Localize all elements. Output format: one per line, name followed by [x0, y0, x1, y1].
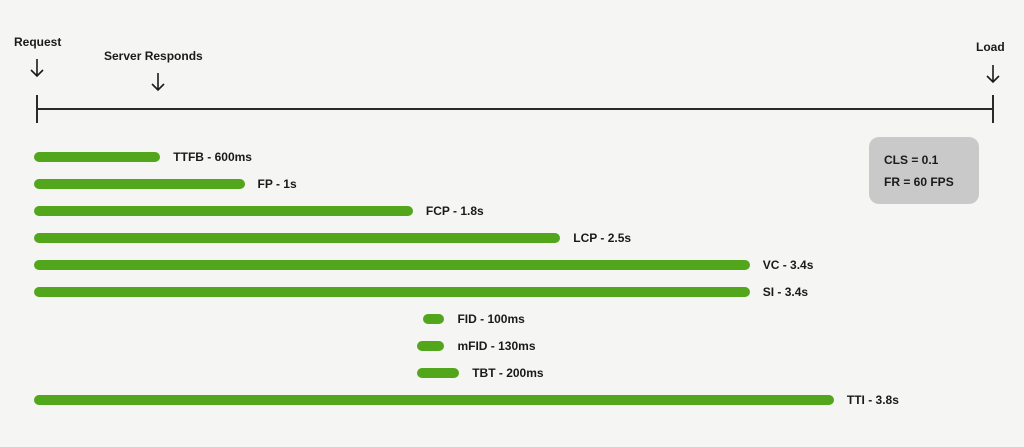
server-responds-arrow-icon — [151, 73, 165, 92]
timeline-end-tick — [992, 95, 994, 123]
metric-bar — [34, 179, 245, 189]
metric-label: FP - 1s — [257, 177, 297, 191]
metric-label: FID - 100ms — [457, 312, 525, 326]
metric-label: LCP - 2.5s — [573, 231, 632, 245]
metric-bar — [34, 260, 750, 270]
metric-bar — [34, 152, 161, 162]
cls-value: CLS = 0.1 — [884, 153, 939, 167]
metric-bar — [423, 314, 445, 324]
metric-bar — [34, 287, 750, 297]
metric-label: TTFB - 600ms — [173, 150, 252, 164]
metric-bar — [34, 395, 834, 405]
fr-value: FR = 60 FPS — [884, 175, 954, 189]
metric-label: FCP - 1.8s — [425, 204, 484, 218]
metric-label: mFID - 130ms — [457, 339, 536, 353]
metric-bar — [34, 233, 561, 243]
metric-bar — [34, 206, 413, 216]
request-marker-label: Request — [14, 35, 62, 49]
metric-bar — [417, 368, 460, 378]
load-arrow-icon — [986, 65, 1000, 84]
metric-label: TTI - 3.8s — [846, 393, 899, 407]
metric-bar — [417, 341, 445, 351]
timeline-axis — [36, 108, 993, 110]
metric-label: TBT - 200ms — [472, 366, 544, 380]
info-box: CLS = 0.1 FR = 60 FPS — [869, 137, 979, 204]
timeline-start-tick — [36, 95, 38, 123]
metric-label: SI - 3.4s — [762, 285, 809, 299]
load-marker-label: Load — [976, 40, 1005, 54]
request-arrow-icon — [30, 59, 44, 78]
server-responds-marker-label: Server Responds — [104, 49, 203, 63]
metric-label: VC - 3.4s — [762, 258, 814, 272]
